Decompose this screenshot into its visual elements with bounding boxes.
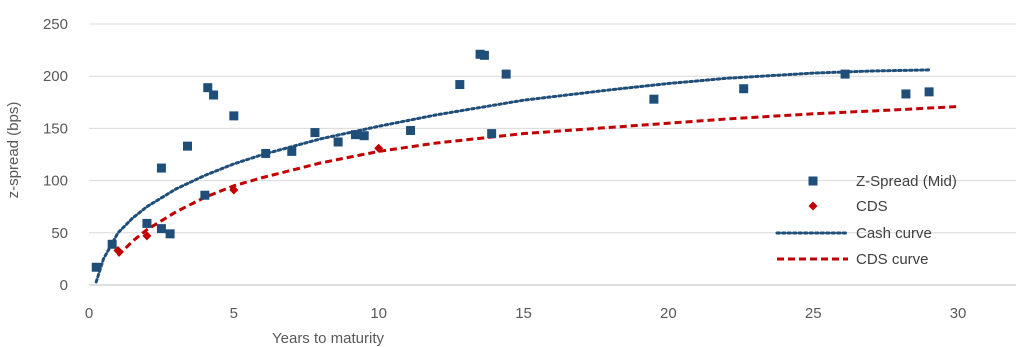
z-spread-point [359, 131, 369, 141]
z-spread-point [840, 69, 850, 79]
z-spread-point [156, 224, 166, 234]
x-axis-title: Years to maturity [272, 330, 384, 347]
y-tick-label: 250 [43, 16, 68, 33]
z-spread-point [479, 50, 489, 60]
z-spread-point [182, 141, 192, 151]
cds-point [113, 246, 123, 256]
data-points [91, 49, 934, 272]
z-spread-point [310, 128, 320, 138]
x-tick-label: 10 [370, 305, 387, 322]
z-spread-point [901, 89, 911, 99]
z-spread-point [142, 218, 152, 228]
x-tick-label: 20 [660, 305, 677, 322]
y-tick-label: 100 [43, 173, 68, 190]
x-tick-label: 5 [230, 305, 238, 322]
legend-label: Z-Spread (Mid) [856, 173, 957, 190]
curve-line [116, 105, 959, 257]
y-tick-label: 150 [43, 120, 68, 137]
y-tick-labels: 0 50 100 150 200 250 [43, 16, 68, 294]
z-spread-point [351, 130, 361, 140]
x-tick-label: 25 [805, 305, 822, 322]
cds-point [142, 231, 152, 241]
cds-point [229, 185, 239, 195]
z-spread-point [287, 146, 297, 156]
z-spread-point [487, 129, 497, 139]
z-spread-point [333, 137, 343, 147]
z-spread-point [455, 80, 465, 90]
z-spread-point [203, 83, 213, 93]
legend-label: CDS curve [856, 251, 929, 268]
z-spread-point [91, 262, 101, 272]
z-spread-point [406, 125, 416, 135]
cds-point [374, 143, 384, 153]
z-spread-point [209, 90, 219, 100]
legend-label: CDS [856, 198, 888, 215]
z-spread-point [229, 111, 239, 121]
z-spread-point [107, 239, 117, 249]
curve-line [94, 68, 931, 284]
z-spread-point [156, 163, 166, 173]
legend: Z-Spread (Mid) CDS Cash curve CDS curve [775, 173, 957, 268]
x-tick-label: 0 [85, 305, 93, 322]
x-tick-label: 15 [515, 305, 532, 322]
z-spread-point [200, 190, 210, 200]
z-spread-point [924, 87, 934, 97]
grid-lines [89, 23, 1016, 234]
y-tick-label: 200 [43, 68, 68, 85]
trend-curves [94, 68, 959, 284]
z-spread-point [739, 84, 749, 94]
z-spread-point [165, 229, 175, 239]
x-tick-labels: 0 5 10 15 20 25 30 [85, 305, 967, 322]
y-tick-label: 50 [51, 225, 68, 242]
legend-label: Cash curve [856, 225, 932, 242]
x-tick-label: 30 [950, 305, 967, 322]
y-axis-title: z-spread (bps) [5, 102, 22, 199]
y-tick-label: 0 [60, 277, 68, 294]
z-spread-point [649, 94, 659, 104]
z-spread-point [261, 148, 271, 158]
legend-marker [808, 176, 818, 186]
legend-marker [808, 201, 818, 211]
z-spread-point [501, 69, 511, 79]
